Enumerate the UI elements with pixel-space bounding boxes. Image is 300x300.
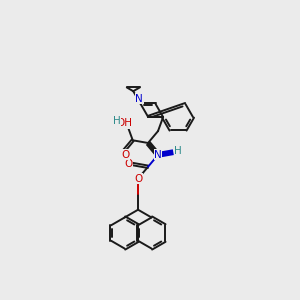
Text: O: O xyxy=(122,150,130,160)
Text: O: O xyxy=(134,174,142,184)
Text: O: O xyxy=(124,159,132,169)
Text: N: N xyxy=(135,94,143,104)
Text: H: H xyxy=(174,146,182,156)
Text: N: N xyxy=(154,150,162,160)
Text: OH: OH xyxy=(116,118,132,128)
Text: H: H xyxy=(113,116,121,126)
